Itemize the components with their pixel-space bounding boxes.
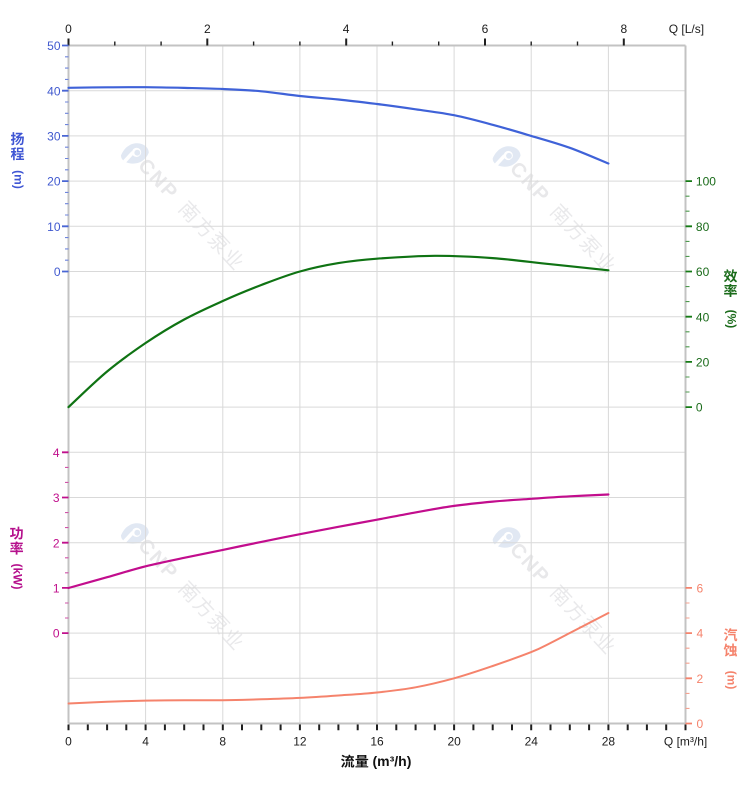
svg-text:0: 0 <box>53 627 60 641</box>
svg-text:0: 0 <box>54 265 61 279</box>
svg-text:4: 4 <box>53 446 60 460</box>
svg-text:16: 16 <box>370 734 384 748</box>
svg-text:(m): (m) <box>724 671 738 690</box>
svg-text:2: 2 <box>53 536 60 550</box>
svg-text:30: 30 <box>47 130 61 144</box>
svg-text:10: 10 <box>47 220 61 234</box>
svg-text:Q [L/s]: Q [L/s] <box>669 22 704 36</box>
svg-text:40: 40 <box>696 310 710 324</box>
svg-text:4: 4 <box>343 22 350 36</box>
svg-text:0: 0 <box>65 734 72 748</box>
svg-text:20: 20 <box>47 175 61 189</box>
svg-text:50: 50 <box>47 39 61 53</box>
svg-text:4: 4 <box>697 627 704 641</box>
svg-text:80: 80 <box>696 220 710 234</box>
svg-text:0: 0 <box>696 401 703 415</box>
svg-text:0: 0 <box>65 22 72 36</box>
svg-text:40: 40 <box>47 84 61 98</box>
svg-text:20: 20 <box>447 734 461 748</box>
svg-text:12: 12 <box>293 734 307 748</box>
svg-text:(kW): (kW) <box>11 564 25 590</box>
svg-text:20: 20 <box>696 356 710 370</box>
svg-text:2: 2 <box>204 22 211 36</box>
svg-text:4: 4 <box>142 734 149 748</box>
svg-text:6: 6 <box>697 582 704 596</box>
svg-text:8: 8 <box>620 22 627 36</box>
svg-text:3: 3 <box>53 491 60 505</box>
svg-text:(%): (%) <box>724 310 738 329</box>
svg-text:2: 2 <box>697 672 704 686</box>
svg-text:28: 28 <box>602 734 616 748</box>
svg-text:(m): (m) <box>11 170 25 189</box>
svg-text:1: 1 <box>53 582 60 596</box>
svg-text:(m³/h): (m³/h) <box>373 753 412 769</box>
svg-text:60: 60 <box>696 265 710 279</box>
svg-text:8: 8 <box>219 734 226 748</box>
svg-text:6: 6 <box>482 22 489 36</box>
svg-text:100: 100 <box>696 175 716 189</box>
svg-text:0: 0 <box>697 717 704 731</box>
svg-text:24: 24 <box>525 734 539 748</box>
svg-text:Q [m³/h]: Q [m³/h] <box>664 734 707 748</box>
